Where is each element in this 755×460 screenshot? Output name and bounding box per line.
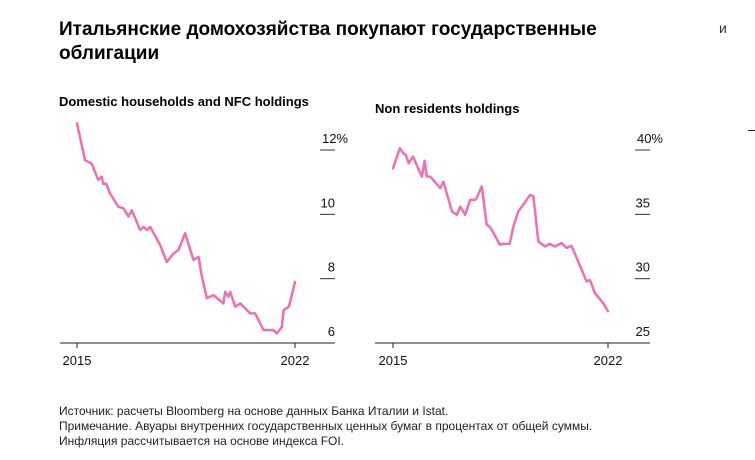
chart-1-title: Domestic households and NFC holdings [59, 94, 309, 109]
source-note: Источник: расчеты Bloomberg на основе да… [59, 404, 449, 418]
series-line [391, 147, 610, 313]
chart-2-title: Non residents holdings [375, 101, 520, 116]
y-tick-label: 8 [328, 260, 335, 275]
y-tick-label: 35 [636, 195, 650, 210]
x-tick-label: 2022 [594, 353, 623, 368]
footer: Источник: расчеты Bloomberg на основе да… [59, 404, 592, 449]
page-title: Итальянские домохозяйства покупают госуд… [59, 19, 597, 64]
y-tick-label: 12% [322, 131, 348, 146]
y-tick-label: 40% [637, 131, 663, 146]
inflation-note: Инфляция рассчитывается на основе индекс… [59, 434, 345, 448]
charts-canvas: 12% 10 8 6 2015 2022 40% 35 30 25 2015 2022 [60, 122, 663, 368]
note: Примечание. Авуары внутренних государств… [59, 419, 593, 433]
clipped-edge-text: и [719, 20, 727, 36]
y-tick-label: 30 [636, 260, 650, 275]
clipped-edge-divider [748, 130, 755, 131]
x-tick-label: 2015 [379, 353, 408, 368]
y-tick-label: 10 [321, 195, 335, 210]
series-line [75, 122, 297, 335]
y-tick-label: 25 [636, 324, 650, 339]
x-tick-label: 2015 [63, 353, 92, 368]
y-tick-label: 6 [328, 324, 335, 339]
x-tick-label: 2022 [281, 353, 310, 368]
